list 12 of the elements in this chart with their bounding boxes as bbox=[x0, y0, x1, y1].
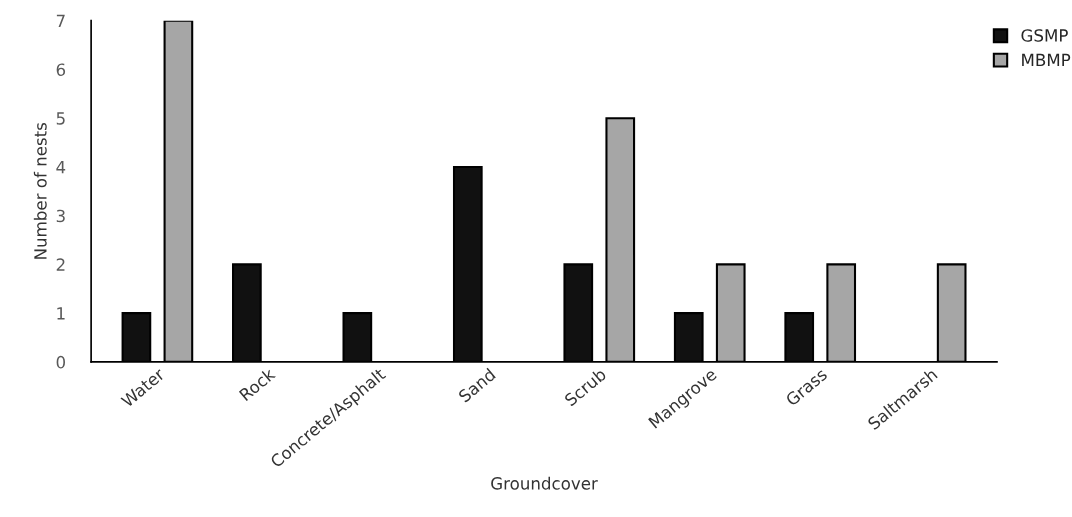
y-tick-label: 7 bbox=[56, 14, 65, 28]
y-tick-label: 2 bbox=[56, 258, 65, 271]
x-axis-title: Groundcover bbox=[491, 476, 598, 490]
y-tick-label: 5 bbox=[56, 112, 65, 125]
legend-label: GSMP bbox=[1021, 29, 1068, 42]
y-tick-label: 0 bbox=[56, 355, 66, 369]
y-tick-label: 4 bbox=[56, 161, 66, 174]
legend-label: MBMP bbox=[1022, 53, 1071, 66]
y-tick-label: 6 bbox=[56, 63, 66, 76]
y-axis-title: Number of nests bbox=[33, 122, 47, 259]
y-tick-label: 1 bbox=[57, 307, 65, 320]
y-tick-label: 3 bbox=[56, 209, 65, 223]
